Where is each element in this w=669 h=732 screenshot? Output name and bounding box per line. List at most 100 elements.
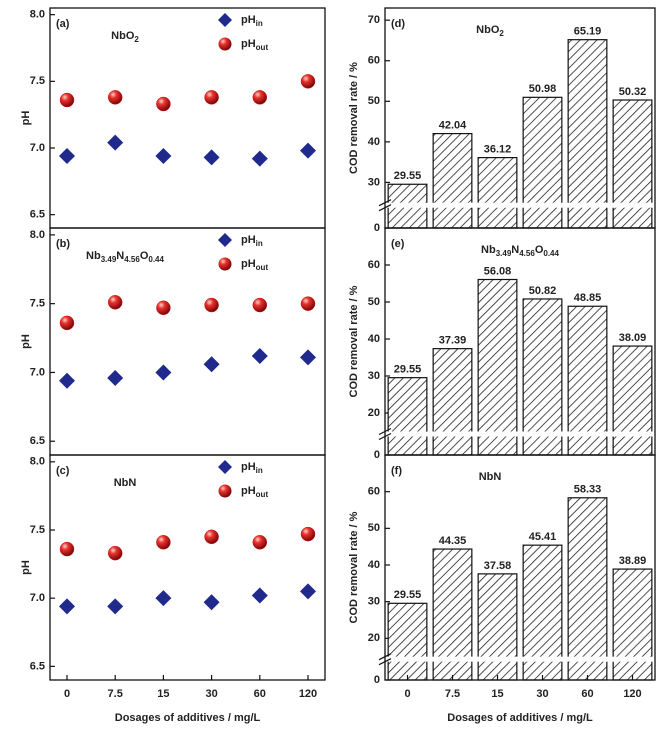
- value-label: 50.82: [529, 285, 557, 297]
- y-tick-label: 7.5: [30, 298, 45, 310]
- panel-title: NbO2: [111, 30, 139, 44]
- value-label: 38.09: [619, 332, 647, 344]
- value-label: 58.33: [574, 484, 602, 496]
- plot-frame: [49, 227, 326, 456]
- bar: [477, 573, 518, 681]
- panel-label: (a): [56, 18, 70, 30]
- point: [107, 90, 123, 105]
- x-tick-label: 30: [536, 688, 548, 700]
- y-tick-label: 30: [368, 596, 380, 608]
- y-tick-label: 40: [368, 559, 380, 571]
- y-axis-label: pH: [20, 111, 32, 126]
- y-tick-label: 8.0: [30, 229, 45, 241]
- point: [59, 315, 75, 331]
- point: [107, 545, 123, 561]
- y-tick-label: 8.0: [30, 9, 45, 21]
- y-tick-label: 50: [368, 95, 380, 107]
- x-tick-label: 15: [157, 688, 169, 700]
- y-tick-label: 20: [368, 407, 380, 419]
- point: [59, 372, 75, 389]
- y-tick-label: 60: [368, 259, 380, 271]
- y-tick-label: 40: [368, 136, 380, 148]
- y-tick-label: 7.0: [30, 592, 45, 604]
- x-tick-label: 7.5: [108, 688, 123, 700]
- bar: [567, 305, 608, 456]
- point: [107, 369, 124, 386]
- point: [204, 529, 219, 545]
- point: [251, 347, 268, 364]
- legend-marker: [218, 233, 232, 247]
- bar: [522, 96, 563, 229]
- panel-label: (f): [391, 465, 402, 477]
- bar: [387, 377, 428, 456]
- point: [59, 598, 75, 615]
- point: [203, 356, 220, 373]
- y-tick-label: 6.5: [30, 435, 45, 447]
- point: [59, 92, 75, 108]
- x-tick-label: 30: [205, 688, 217, 700]
- y-axis-label: COD removal rate / %: [348, 285, 360, 397]
- x-tick-label: 0: [404, 688, 410, 700]
- y-tick-label: 7.0: [30, 142, 45, 154]
- y-tick-label: 7.5: [30, 75, 45, 87]
- point: [204, 90, 219, 105]
- point: [203, 149, 220, 166]
- x-tick-label: 60: [254, 688, 266, 700]
- x-tick-label: 120: [623, 688, 641, 700]
- bar: [612, 99, 653, 229]
- point: [156, 96, 171, 112]
- point: [300, 349, 316, 366]
- point: [107, 295, 123, 310]
- point: [155, 148, 172, 164]
- y-tick-label: 60: [368, 486, 380, 498]
- value-label: 48.85: [574, 292, 602, 304]
- y-tick-label: 0: [374, 222, 380, 234]
- point: [300, 526, 316, 542]
- axis-break: [379, 431, 661, 437]
- point: [251, 150, 268, 167]
- y-tick-label: 6.5: [30, 209, 45, 221]
- legend-label: pHin: [241, 14, 263, 28]
- value-label: 44.35: [439, 535, 467, 547]
- point: [107, 134, 124, 151]
- y-axis-label: pH: [20, 560, 32, 575]
- x-tick-label: 15: [491, 688, 503, 700]
- value-label: 36.12: [484, 144, 512, 156]
- value-label: 50.98: [529, 83, 557, 95]
- panel-label: (b): [56, 238, 70, 250]
- point: [155, 364, 172, 381]
- y-tick-label: 30: [368, 370, 380, 382]
- y-axis-label: pH: [20, 334, 32, 349]
- legend-marker: [218, 37, 232, 51]
- point: [155, 590, 172, 607]
- value-label: 42.04: [439, 119, 467, 131]
- bar: [567, 39, 608, 229]
- panel-title: NbO2: [476, 24, 504, 38]
- bar: [477, 157, 518, 229]
- bar: [612, 345, 653, 456]
- point: [203, 594, 220, 611]
- y-tick-label: 50: [368, 296, 380, 308]
- y-tick-label: 0: [374, 674, 380, 686]
- bar: [387, 602, 428, 681]
- point: [300, 583, 316, 600]
- panel-label: (c): [56, 465, 70, 477]
- panel-title: Nb3.49N4.56O0.44: [86, 250, 164, 264]
- bar: [567, 497, 608, 681]
- y-tick-label: 0: [374, 449, 380, 461]
- x-tick-label: 60: [581, 688, 593, 700]
- y-tick-label: 6.5: [30, 660, 45, 672]
- value-label: 56.08: [484, 265, 512, 277]
- y-tick-label: 8.0: [30, 456, 45, 468]
- x-tick-label: 7.5: [445, 688, 460, 700]
- legend-label: pHout: [241, 485, 268, 499]
- panel-title: Nb3.49N4.56O0.44: [481, 244, 559, 258]
- legend-marker: [218, 484, 232, 498]
- value-label: 29.55: [394, 589, 422, 601]
- panel-label: (d): [391, 18, 405, 30]
- value-label: 45.41: [529, 531, 557, 543]
- panel-label: (e): [391, 238, 405, 250]
- x-tick-label: 120: [299, 688, 317, 700]
- panel-title: NbN: [114, 477, 137, 489]
